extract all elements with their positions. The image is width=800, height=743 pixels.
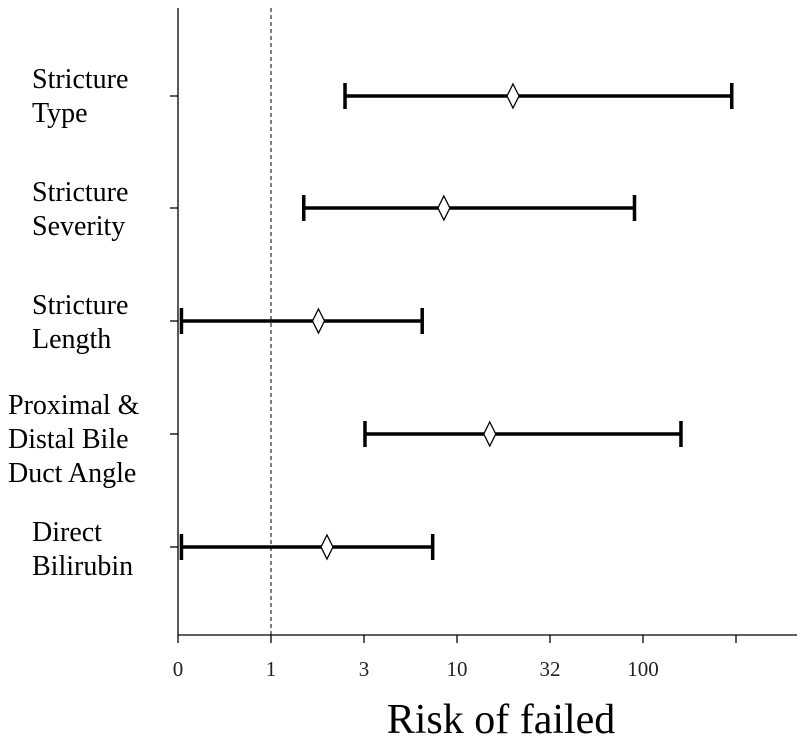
point-estimate-marker <box>320 533 334 561</box>
point-estimate-marker <box>437 194 451 222</box>
category-label-line: Length <box>32 324 111 355</box>
x-tick-label: 10 <box>447 657 468 681</box>
x-tick-label: 100 <box>627 657 659 681</box>
x-tick-label: 32 <box>540 657 561 681</box>
x-tick-label: 0 <box>173 657 184 681</box>
category-label-line: Proximal & <box>8 390 140 421</box>
category-label-line: Direct <box>32 517 102 548</box>
axes: 0 1 3 10 32 100 <box>170 8 797 681</box>
category-label: Direct Bilirubin <box>32 517 133 582</box>
category-label-line: Type <box>32 98 88 129</box>
category-label: Stricture Length <box>32 290 128 355</box>
point-estimate-marker <box>483 420 497 448</box>
x-tick-label: 1 <box>266 657 277 681</box>
category-label: Stricture Severity <box>32 177 128 242</box>
category-label: Proximal & Distal Bile Duct Angle <box>8 390 140 489</box>
category-label-line: Stricture <box>32 177 128 208</box>
category-label-line: Bilirubin <box>32 551 133 582</box>
category-label-line: Severity <box>32 211 125 242</box>
category-label-line: Stricture <box>32 64 128 95</box>
x-axis-title: Risk of failed <box>387 697 616 743</box>
category-label: Stricture Type <box>32 64 128 129</box>
x-tick-label: 3 <box>359 657 370 681</box>
category-label-line: Distal Bile <box>8 424 129 455</box>
point-estimate-marker <box>506 82 520 110</box>
plot-marks <box>179 82 734 561</box>
category-label-line: Stricture <box>32 290 128 321</box>
point-estimate-marker <box>311 307 326 335</box>
category-label-line: Duct Angle <box>8 458 136 489</box>
